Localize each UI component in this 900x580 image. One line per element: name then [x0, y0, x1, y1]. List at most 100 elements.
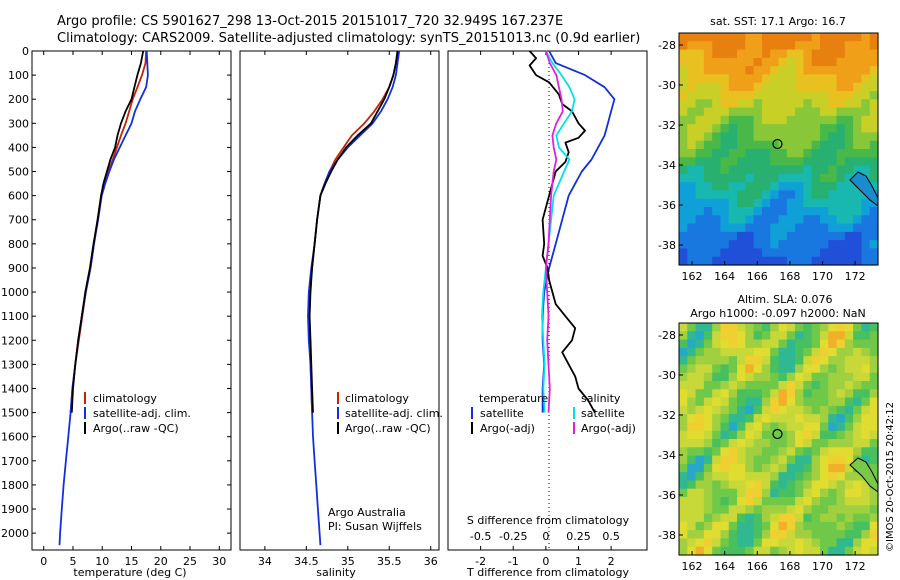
- map-cell: [745, 339, 755, 349]
- map-cell: [753, 82, 763, 92]
- map-cell: [869, 397, 879, 407]
- map-cell: [778, 33, 788, 42]
- map-cell: [695, 356, 705, 366]
- map-cell: [703, 132, 713, 142]
- depth-tick-label: 1200: [1, 334, 29, 347]
- map-cell: [844, 82, 854, 92]
- depth-tick-label: 1800: [1, 479, 29, 492]
- map-cell: [828, 157, 838, 167]
- map-cell: [737, 513, 746, 523]
- map-cell: [679, 538, 688, 548]
- map-cell: [836, 430, 846, 440]
- map-cell: [844, 439, 854, 448]
- map-cell: [853, 256, 863, 266]
- map-cell: [811, 149, 821, 158]
- map-cell: [861, 323, 871, 332]
- map-cell: [728, 513, 738, 523]
- map-cell: [853, 41, 863, 51]
- map-cell: [803, 157, 813, 167]
- map-cell: [753, 497, 763, 506]
- map-cell: [770, 182, 780, 192]
- map-cell: [795, 74, 804, 84]
- map-cell: [811, 389, 821, 399]
- map-cell: [803, 488, 813, 498]
- temperature-series: [58, 50, 149, 546]
- map-cell: [844, 405, 854, 415]
- map-cell: [786, 455, 796, 465]
- map-cell: [836, 190, 846, 200]
- map-cell: [712, 248, 722, 258]
- map-cell: [853, 248, 863, 258]
- map-cell: [786, 463, 796, 473]
- map-cell: [770, 414, 780, 424]
- map-cell: [844, 173, 854, 183]
- map-cell: [803, 149, 813, 158]
- map-cell: [720, 397, 730, 407]
- map-cell: [778, 57, 788, 67]
- map-cell: [770, 447, 780, 457]
- map-cell: [828, 339, 838, 349]
- map-cell: [679, 372, 688, 382]
- sla-map-title1: Altim. SLA: 0.076: [737, 293, 832, 306]
- map-cell: [728, 198, 738, 208]
- map-cell: [844, 57, 854, 67]
- map-cell: [828, 149, 838, 158]
- map-cell: [819, 240, 829, 250]
- map-cell: [720, 497, 730, 506]
- map-cell: [703, 231, 713, 241]
- map-cell: [844, 41, 854, 51]
- map-cell: [795, 49, 804, 59]
- map-cell: [703, 488, 713, 498]
- map-cell: [828, 480, 838, 490]
- map-cell: [753, 538, 763, 548]
- map-x-tick-label: 168: [779, 560, 800, 573]
- map-cell: [687, 207, 697, 216]
- map-cell: [786, 381, 796, 390]
- map-cell: [745, 256, 755, 266]
- temperature-xaxis: 0 5 10 15 20 25 30: [40, 51, 226, 568]
- map-cell: [869, 439, 879, 448]
- map-cell: [770, 347, 780, 357]
- map-cell: [803, 530, 813, 540]
- map-cell: [869, 231, 879, 241]
- map-cell: [712, 256, 722, 266]
- map-cell: [770, 480, 780, 490]
- map-cell: [720, 107, 730, 117]
- map-cell: [869, 447, 879, 457]
- map-cell: [720, 472, 730, 482]
- map-cell: [720, 33, 730, 42]
- map-cell: [695, 74, 705, 84]
- map-cell: [869, 140, 879, 150]
- map-cell: [753, 99, 763, 109]
- salinity-legend: climatology satellite-adj. clim. Argo(..…: [337, 392, 443, 435]
- map-cell: [836, 414, 846, 424]
- salinity-xlabel: salinity: [316, 566, 356, 579]
- map-cell: [786, 497, 796, 506]
- map-cell: [761, 157, 771, 167]
- map-cell: [761, 497, 771, 506]
- s-difference-tick-label: -0.25: [499, 530, 527, 543]
- x-tick-label: 20: [154, 555, 168, 568]
- map-cell: [737, 107, 746, 117]
- map-cell: [844, 140, 854, 150]
- map-cell: [770, 115, 780, 125]
- map-cell: [853, 505, 863, 515]
- map-cell: [853, 397, 863, 407]
- map-cell: [753, 323, 763, 332]
- map-cell: [687, 447, 697, 457]
- map-cell: [844, 430, 854, 440]
- legend-label-t-satellite: satellite: [480, 407, 524, 420]
- map-cell: [720, 115, 730, 125]
- legend-label-climatology: climatology: [93, 392, 157, 405]
- map-cell: [687, 215, 697, 225]
- map-cell: [761, 49, 771, 59]
- map-cell: [828, 372, 838, 382]
- map-cell: [819, 57, 829, 67]
- map-cell: [728, 207, 738, 216]
- map-cell: [703, 323, 713, 332]
- map-cell: [811, 107, 821, 117]
- map-cell: [761, 463, 771, 473]
- map-cell: [869, 91, 879, 100]
- map-cell: [869, 240, 879, 250]
- map-cell: [728, 422, 738, 432]
